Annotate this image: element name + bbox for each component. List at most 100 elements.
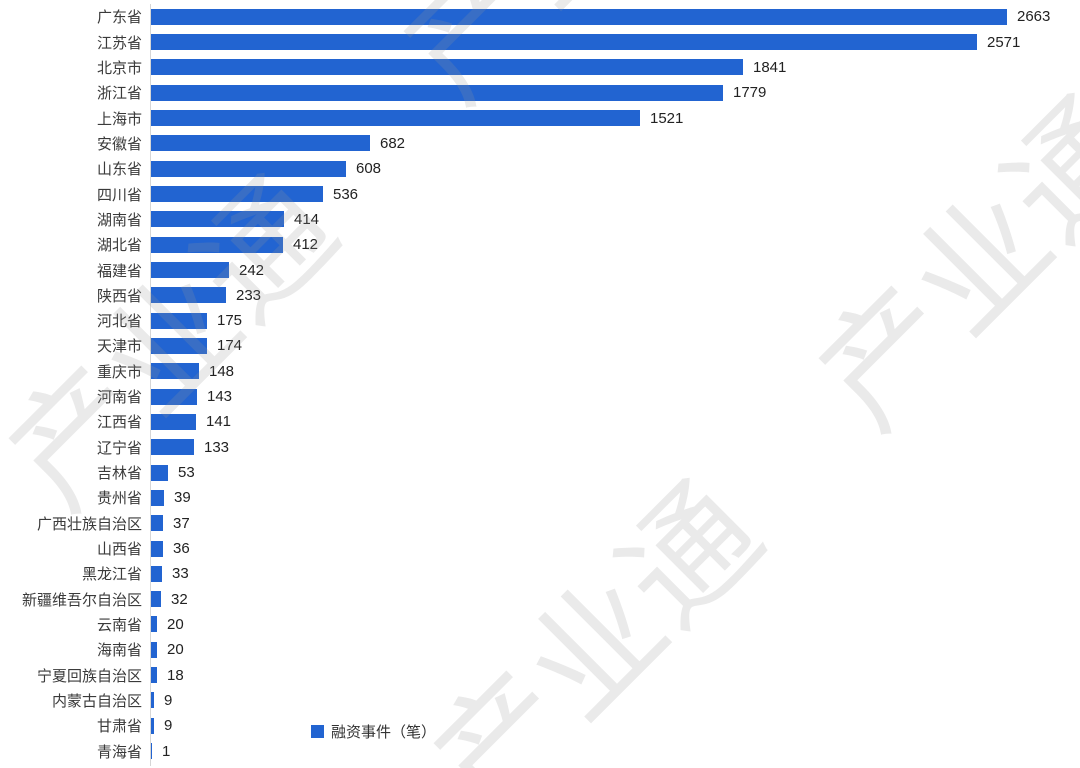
- value-label: 20: [167, 641, 184, 659]
- category-label: 新疆维吾尔自治区: [21, 591, 142, 609]
- bar-row: 吉林省 53: [0, 460, 1080, 485]
- value-label: 608: [356, 160, 382, 178]
- bar[interactable]: [151, 641, 157, 658]
- bar-row: 上海市 1521: [0, 106, 1080, 131]
- value-label: 242: [239, 261, 265, 279]
- category-label: 山西省: [96, 541, 142, 559]
- bar[interactable]: [151, 211, 284, 228]
- category-label: 宁夏回族自治区: [36, 667, 142, 685]
- bar-row: 陕西省 233: [0, 283, 1080, 308]
- value-label: 141: [206, 413, 232, 431]
- value-label: 2571: [987, 33, 1021, 51]
- value-label: 1: [162, 742, 171, 760]
- bar-row: 云南省 20: [0, 612, 1080, 637]
- bar[interactable]: [151, 262, 229, 278]
- bar[interactable]: [151, 616, 157, 633]
- bar[interactable]: [151, 489, 164, 506]
- bar[interactable]: [151, 186, 323, 203]
- bar-row: 湖南省 414: [0, 207, 1080, 232]
- bar[interactable]: [151, 515, 163, 532]
- category-label: 湖南省: [96, 211, 142, 229]
- bar[interactable]: [151, 540, 163, 557]
- bar-row: 贵州省 39: [0, 485, 1080, 510]
- bar[interactable]: [151, 743, 152, 760]
- bar-row: 山西省 36: [0, 536, 1080, 561]
- bar-row: 广西壮族自治区 37: [0, 511, 1080, 536]
- bar-row: 甘肃省 9: [0, 713, 1080, 738]
- value-label: 682: [380, 134, 406, 152]
- bar-row: 浙江省 1779: [0, 80, 1080, 105]
- bar-row: 山东省 608: [0, 156, 1080, 181]
- bar[interactable]: [151, 464, 168, 481]
- bar[interactable]: [151, 34, 977, 51]
- bar[interactable]: [151, 135, 370, 152]
- value-label: 9: [164, 717, 173, 735]
- category-label: 重庆市: [96, 363, 142, 381]
- value-label: 143: [207, 388, 233, 406]
- bar-row: 天津市 174: [0, 333, 1080, 358]
- bar[interactable]: [151, 337, 207, 354]
- category-label: 海南省: [96, 642, 142, 660]
- legend-swatch-icon: [311, 725, 324, 738]
- bar-row: 河北省 175: [0, 308, 1080, 333]
- category-label: 青海省: [96, 743, 142, 761]
- category-label: 四川省: [96, 186, 142, 204]
- value-label: 1779: [733, 84, 767, 102]
- legend-label: 融资事件（笔）: [331, 724, 437, 741]
- bar[interactable]: [151, 439, 194, 456]
- bar[interactable]: [151, 8, 1007, 25]
- value-label: 2663: [1017, 8, 1051, 26]
- value-label: 148: [209, 362, 235, 380]
- value-label: 32: [171, 590, 188, 608]
- category-label: 河北省: [96, 313, 142, 331]
- bar[interactable]: [151, 160, 346, 177]
- y-axis-line: [150, 4, 151, 766]
- bar-row: 江苏省 2571: [0, 30, 1080, 55]
- bar-row: 辽宁省 133: [0, 435, 1080, 460]
- bar[interactable]: [151, 565, 162, 582]
- category-label: 天津市: [96, 338, 142, 356]
- bar[interactable]: [151, 692, 154, 709]
- value-label: 20: [167, 615, 184, 633]
- value-label: 233: [236, 286, 262, 304]
- bar[interactable]: [151, 717, 154, 734]
- bar[interactable]: [151, 363, 199, 380]
- bar[interactable]: [151, 591, 161, 608]
- bar-row: 新疆维吾尔自治区 32: [0, 587, 1080, 612]
- bar[interactable]: [151, 287, 226, 304]
- bar[interactable]: [151, 236, 283, 253]
- bar[interactable]: [151, 388, 197, 405]
- value-label: 37: [173, 514, 190, 532]
- category-label: 河南省: [96, 389, 142, 407]
- category-label: 浙江省: [96, 85, 142, 103]
- value-label: 1521: [650, 109, 684, 127]
- category-label: 上海市: [96, 110, 142, 128]
- value-label: 33: [172, 565, 189, 583]
- value-label: 1841: [753, 58, 787, 76]
- bar-row: 湖北省 412: [0, 232, 1080, 257]
- category-label: 辽宁省: [96, 439, 142, 457]
- category-label: 黑龙江省: [81, 566, 142, 584]
- bar-row: 重庆市 148: [0, 359, 1080, 384]
- legend-item[interactable]: 融资事件（笔）: [311, 721, 436, 742]
- bar[interactable]: [151, 110, 640, 127]
- category-label: 吉林省: [96, 465, 142, 483]
- bar-row: 河南省 143: [0, 384, 1080, 409]
- value-label: 414: [294, 210, 320, 228]
- value-label: 412: [293, 236, 319, 254]
- category-label: 湖北省: [96, 237, 142, 255]
- bar[interactable]: [151, 667, 157, 684]
- category-label: 江苏省: [96, 34, 142, 52]
- value-label: 9: [164, 691, 173, 709]
- bar[interactable]: [151, 312, 207, 329]
- bar-row: 青海省 1: [0, 739, 1080, 764]
- bar-row: 安徽省 682: [0, 131, 1080, 156]
- bar[interactable]: [151, 413, 196, 430]
- bar-row: 海南省 20: [0, 637, 1080, 662]
- value-label: 18: [167, 666, 184, 684]
- value-label: 133: [204, 438, 230, 456]
- category-label: 云南省: [96, 616, 142, 634]
- bar[interactable]: [151, 59, 743, 76]
- bar[interactable]: [151, 84, 723, 101]
